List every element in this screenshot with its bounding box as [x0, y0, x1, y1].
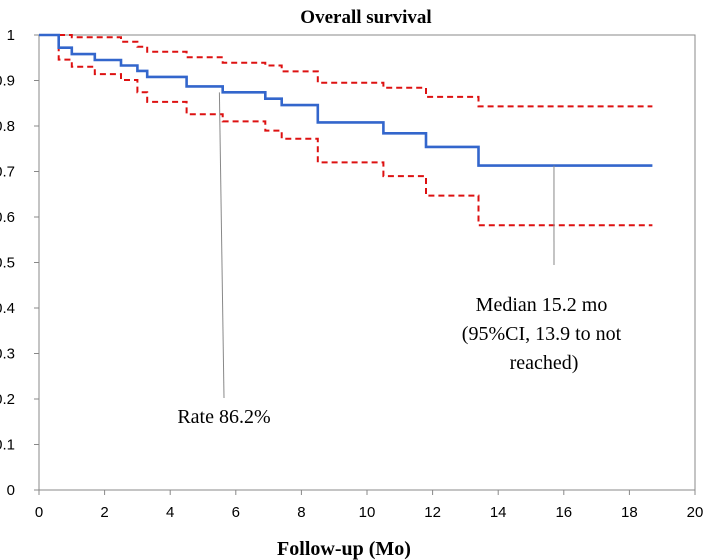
y-tick-label: 0.3: [0, 346, 15, 363]
y-tick-label: 0.2: [0, 391, 15, 408]
y-tick-label: 0.6: [0, 209, 15, 226]
annotation-leader-line: [218, 92, 225, 399]
annotation-median: Median 15.2 mo (95%CI, 13.9 to not reach…: [462, 294, 626, 374]
annotation-median-line: (95%CI, 13.9 to not: [462, 323, 622, 345]
ci-line: [39, 34, 653, 108]
y-tick-label: 1: [7, 27, 15, 44]
annotation-leaders: [218, 92, 555, 399]
y-tick-label: 0.4: [0, 300, 15, 317]
plot-area: [38, 34, 696, 491]
chart-title: Overall survival: [300, 7, 431, 28]
x-tick-label: 16: [555, 504, 572, 521]
x-tick-label: 10: [359, 504, 376, 521]
x-tick-label: 2: [100, 504, 108, 521]
survival-line: [39, 33, 653, 167]
x-tick-label: 4: [166, 504, 174, 521]
x-axis: 0 2 4 6 8 10 12 14 16 18 20: [35, 490, 704, 521]
x-tick-label: 14: [490, 504, 507, 521]
annotation-median-line: Median 15.2 mo: [476, 294, 608, 316]
y-tick-label: 0.5: [0, 255, 15, 272]
x-tick-label: 18: [621, 504, 638, 521]
y-tick-label: 0.7: [0, 164, 15, 181]
x-tick-label: 20: [687, 504, 704, 521]
y-tick-label: 0.9: [0, 73, 15, 90]
x-axis-title: Follow-up (Mo): [277, 538, 411, 560]
y-tick-label: 0: [7, 482, 15, 499]
x-tick-label: 8: [297, 504, 305, 521]
ci-line: [39, 34, 653, 227]
y-axis: 0 0.1 0.2 0.3 0.4 0.5 0.6 0.7 0.8 0.9 1: [0, 27, 39, 499]
annotation-rate-line: Rate 86.2%: [177, 406, 270, 428]
x-tick-label: 0: [35, 504, 43, 521]
x-tick-label: 6: [232, 504, 240, 521]
x-tick-label: 12: [424, 504, 441, 521]
annotation-median-line: reached): [510, 352, 579, 374]
y-tick-label: 0.8: [0, 118, 15, 135]
series-layer: [39, 33, 653, 227]
y-tick-label: 0.1: [0, 437, 15, 454]
annotation-rate: Rate 86.2%: [177, 406, 270, 428]
